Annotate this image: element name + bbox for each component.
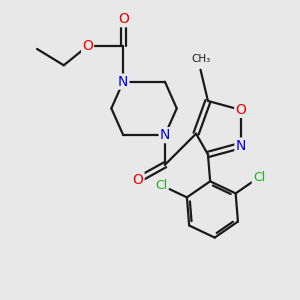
Text: N: N xyxy=(236,139,246,152)
Text: N: N xyxy=(118,75,128,88)
Text: N: N xyxy=(160,128,170,142)
Text: O: O xyxy=(118,12,129,26)
Text: O: O xyxy=(133,173,143,187)
Text: Cl: Cl xyxy=(253,171,265,184)
Text: O: O xyxy=(235,103,246,117)
Text: CH₃: CH₃ xyxy=(191,54,210,64)
Text: O: O xyxy=(82,39,93,53)
Text: Cl: Cl xyxy=(155,179,167,192)
